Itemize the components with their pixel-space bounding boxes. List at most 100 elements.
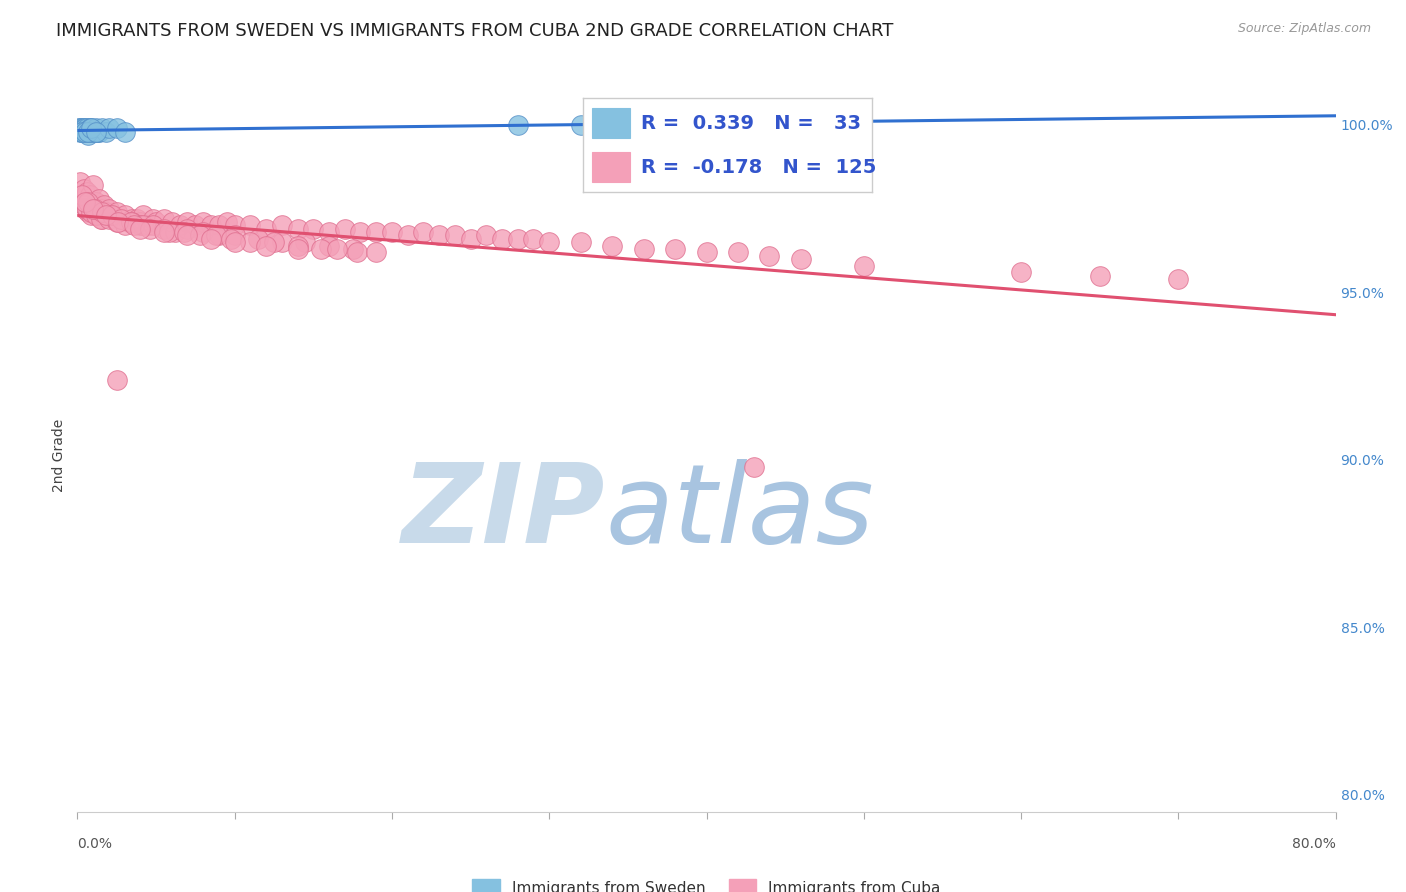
Point <box>80 205 103 219</box>
Point <box>69 175 91 189</box>
Point <box>91 205 114 219</box>
Point <box>160 215 183 229</box>
Point <box>758 249 780 263</box>
Point <box>83 125 105 139</box>
Point <box>105 372 128 386</box>
Point <box>366 245 388 260</box>
Point <box>69 121 91 136</box>
Text: IMMIGRANTS FROM SWEDEN VS IMMIGRANTS FROM CUBA 2ND GRADE CORRELATION CHART: IMMIGRANTS FROM SWEDEN VS IMMIGRANTS FRO… <box>56 22 894 40</box>
Point <box>70 121 93 136</box>
Text: 0.0%: 0.0% <box>77 837 112 851</box>
Point <box>90 211 112 226</box>
Point <box>176 221 198 235</box>
Point <box>84 121 107 136</box>
Point <box>427 228 450 243</box>
Point <box>83 198 105 212</box>
Point <box>349 225 371 239</box>
Point <box>239 219 262 233</box>
Text: R =  -0.178   N =  125: R = -0.178 N = 125 <box>641 158 876 177</box>
Point <box>76 125 98 139</box>
Point <box>101 208 124 222</box>
Text: Source: ZipAtlas.com: Source: ZipAtlas.com <box>1237 22 1371 36</box>
Point <box>107 215 129 229</box>
Point <box>110 211 132 226</box>
Point <box>97 211 120 226</box>
Point <box>506 232 529 246</box>
Point <box>538 235 561 250</box>
Point <box>263 235 285 250</box>
Point <box>200 219 222 233</box>
Point <box>129 221 152 235</box>
Point <box>522 232 544 246</box>
Point <box>77 205 100 219</box>
Point <box>76 185 98 199</box>
Point <box>72 121 94 136</box>
Point <box>247 232 270 246</box>
Point <box>77 125 100 139</box>
Point <box>208 228 231 243</box>
Point <box>75 202 97 216</box>
Point <box>91 121 114 136</box>
Bar <box>592 109 630 138</box>
Point <box>569 235 592 250</box>
Point <box>129 219 152 233</box>
Point <box>77 194 100 209</box>
Point <box>444 228 467 243</box>
Point <box>153 225 176 239</box>
Point <box>173 225 195 239</box>
Point <box>506 118 529 132</box>
Point <box>208 219 231 233</box>
Point <box>381 225 404 239</box>
Point <box>254 238 277 252</box>
Point <box>67 121 90 136</box>
Point <box>221 232 243 246</box>
Point <box>90 202 112 216</box>
Point <box>72 198 94 212</box>
Point <box>70 125 93 139</box>
Point <box>129 215 152 229</box>
Point <box>1167 272 1189 286</box>
Text: R =  0.339   N =   33: R = 0.339 N = 33 <box>641 114 860 133</box>
Point <box>94 125 117 139</box>
Point <box>72 125 94 139</box>
Point <box>77 128 100 142</box>
Point <box>254 221 277 235</box>
Point <box>70 192 93 206</box>
Point <box>224 219 246 233</box>
Point <box>105 215 128 229</box>
Point <box>224 235 246 250</box>
Point <box>287 238 309 252</box>
Point <box>82 178 104 193</box>
Point <box>138 221 160 235</box>
Point <box>852 259 875 273</box>
Point <box>270 219 292 233</box>
Point <box>120 215 142 229</box>
Point <box>287 221 309 235</box>
Point <box>191 215 215 229</box>
Point <box>84 194 107 209</box>
Point <box>114 208 136 222</box>
Point <box>318 225 340 239</box>
Point <box>69 125 91 139</box>
Point <box>80 121 103 136</box>
Point <box>191 225 215 239</box>
Point <box>105 205 128 219</box>
Point <box>333 221 356 235</box>
Point <box>169 219 191 233</box>
Point <box>70 125 93 139</box>
Point <box>412 225 434 239</box>
Point <box>105 121 128 136</box>
Y-axis label: 2nd Grade: 2nd Grade <box>52 418 66 491</box>
Point <box>127 211 149 226</box>
Point <box>87 125 110 139</box>
Bar <box>592 153 630 183</box>
Point <box>153 221 176 235</box>
Text: atlas: atlas <box>606 458 875 566</box>
Point <box>132 208 155 222</box>
Legend: Immigrants from Sweden, Immigrants from Cuba: Immigrants from Sweden, Immigrants from … <box>472 880 941 892</box>
Point <box>77 125 100 139</box>
Point <box>342 242 364 256</box>
Point <box>188 228 211 243</box>
Point <box>76 202 98 216</box>
Point <box>89 192 111 206</box>
